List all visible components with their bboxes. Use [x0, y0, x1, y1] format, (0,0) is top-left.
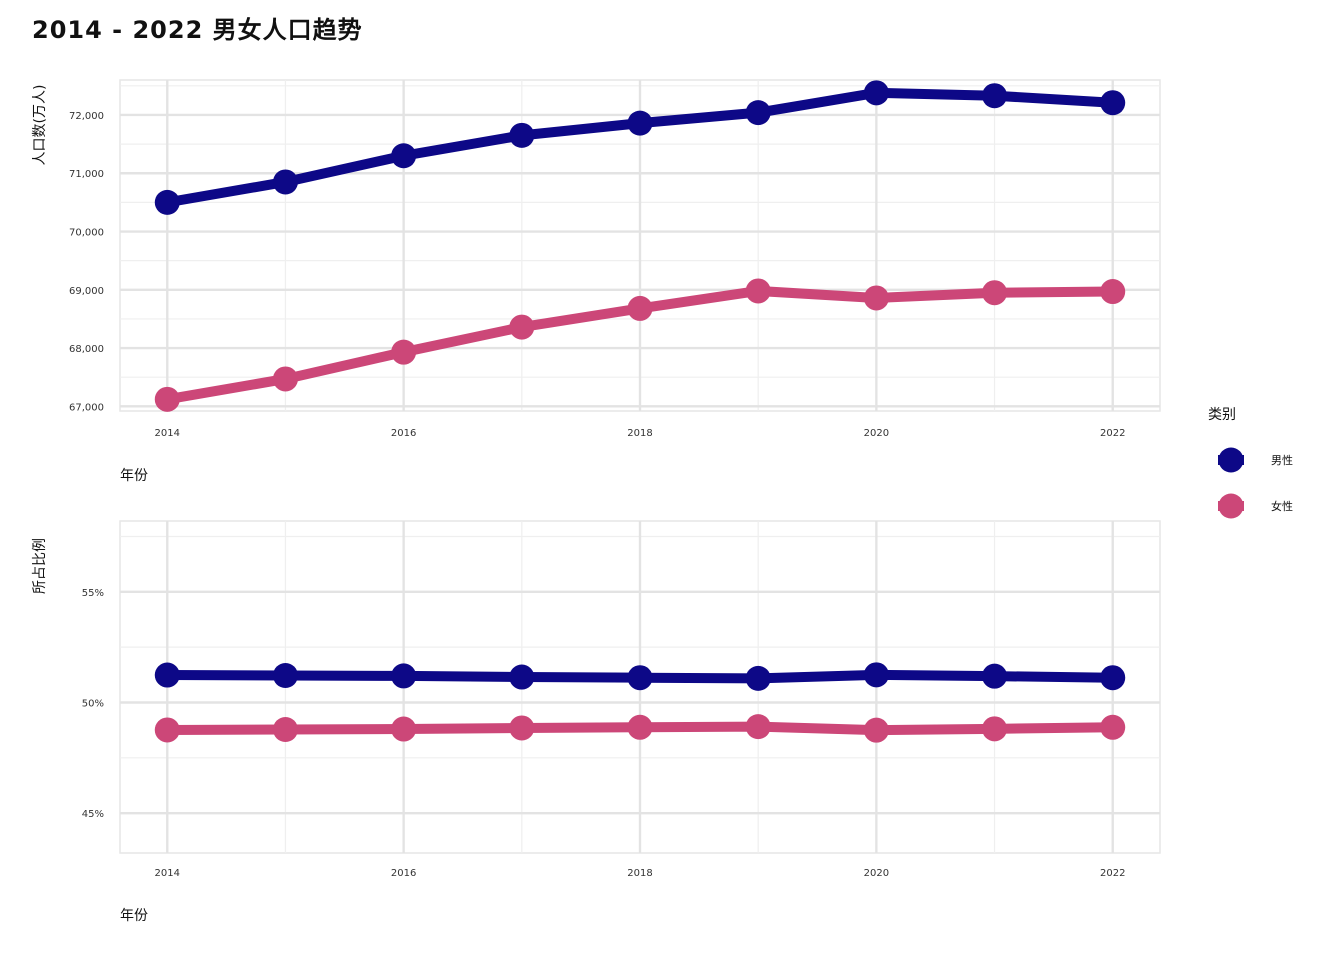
x-tick-label: 2022 — [1100, 868, 1125, 879]
legend-item: 女性 — [1218, 493, 1293, 519]
data-point — [745, 665, 771, 691]
data-point — [272, 716, 298, 742]
data-point — [863, 717, 889, 743]
data-point — [154, 662, 180, 688]
data-point — [391, 716, 417, 742]
data-point — [509, 122, 535, 148]
x-axis-title: 年份 — [120, 908, 148, 924]
data-point — [745, 714, 771, 740]
x-tick-label: 2014 — [155, 868, 180, 879]
data-point — [154, 717, 180, 743]
data-point — [982, 280, 1008, 306]
panel-2: 2014 2016 2018 2020 2022 45% 50% 55% 年份 所占比例 — [32, 520, 1161, 924]
data-point — [391, 663, 417, 689]
data-point — [509, 664, 535, 690]
data-point — [391, 339, 417, 365]
chart-title: 2014 - 2022 男女人口趋势 — [32, 16, 363, 44]
data-point — [745, 100, 771, 126]
legend-key-point — [1218, 493, 1244, 519]
legend-item: 男性 — [1218, 447, 1293, 473]
y-tick-label: 68,000 — [69, 344, 104, 355]
data-point — [863, 285, 889, 311]
data-point — [982, 83, 1008, 109]
data-point — [627, 665, 653, 691]
y-axis-title: 所占比例 — [32, 538, 48, 594]
x-tick-label: 2016 — [391, 428, 416, 439]
data-point — [272, 169, 298, 195]
legend-label: 女性 — [1271, 499, 1293, 513]
data-point — [982, 716, 1008, 742]
x-axis-title: 年份 — [120, 468, 148, 484]
legend-title: 类别 — [1208, 407, 1236, 423]
y-tick-label: 45% — [82, 809, 104, 820]
data-point — [863, 80, 889, 106]
y-tick-label: 67,000 — [69, 402, 104, 413]
data-point — [1100, 279, 1126, 305]
data-point — [745, 278, 771, 304]
data-point — [1100, 90, 1126, 116]
x-tick-label: 2020 — [864, 428, 889, 439]
y-tick-label: 72,000 — [69, 111, 104, 122]
data-point — [272, 366, 298, 392]
data-point — [154, 386, 180, 412]
y-tick-label: 55% — [82, 588, 104, 599]
y-tick-label: 69,000 — [69, 286, 104, 297]
x-tick-label: 2018 — [627, 868, 652, 879]
data-point — [509, 715, 535, 741]
data-point — [509, 314, 535, 340]
data-point — [863, 662, 889, 688]
legend-label: 男性 — [1271, 453, 1293, 467]
data-point — [627, 295, 653, 321]
y-tick-label: 50% — [82, 698, 104, 709]
x-tick-label: 2022 — [1100, 428, 1125, 439]
data-point — [1100, 714, 1126, 740]
x-tick-label: 2020 — [864, 868, 889, 879]
y-tick-label: 71,000 — [69, 169, 104, 180]
data-point — [272, 662, 298, 688]
x-tick-label: 2014 — [155, 428, 180, 439]
y-tick-label: 70,000 — [69, 228, 104, 239]
data-point — [627, 714, 653, 740]
legend-key-point — [1218, 447, 1244, 473]
data-point — [1100, 665, 1126, 691]
data-point — [982, 663, 1008, 689]
data-point — [391, 143, 417, 169]
data-point — [627, 110, 653, 136]
x-tick-label: 2016 — [391, 868, 416, 879]
x-tick-label: 2018 — [627, 428, 652, 439]
panel-1: 2014 2016 2018 2020 2022 67,000 68,000 69,000 70… — [32, 79, 1161, 484]
data-point — [154, 189, 180, 215]
y-axis-title: 人口数(万人) — [32, 85, 48, 166]
